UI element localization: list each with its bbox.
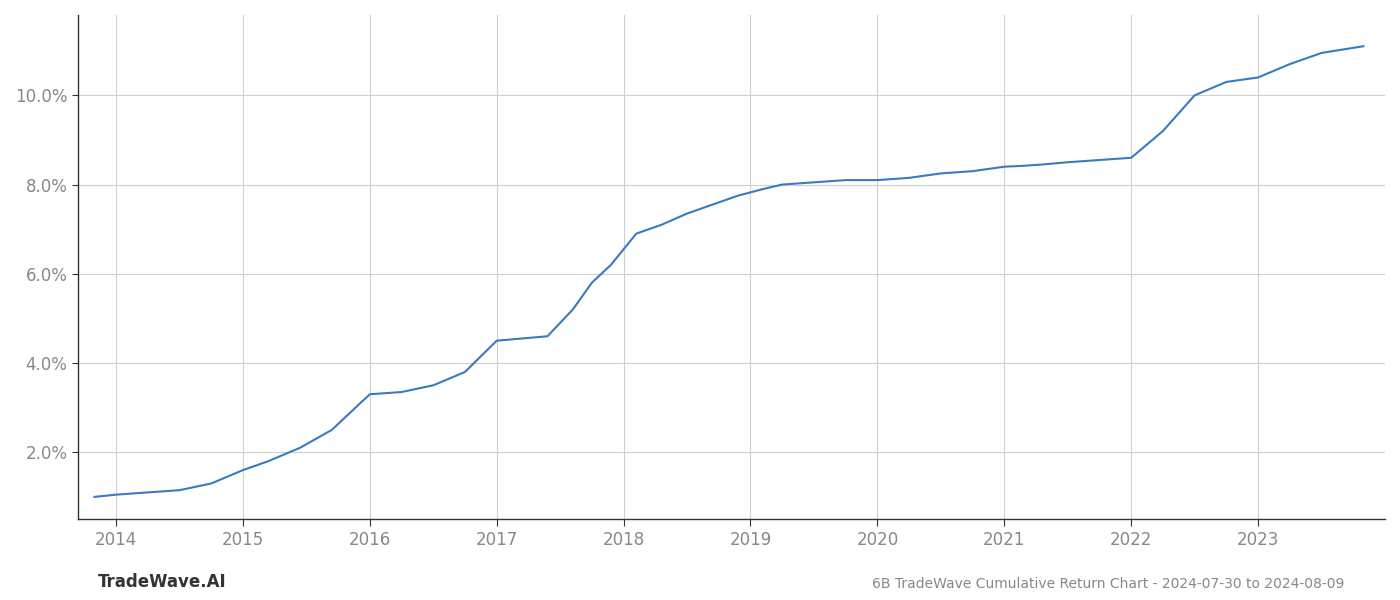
Text: 6B TradeWave Cumulative Return Chart - 2024-07-30 to 2024-08-09: 6B TradeWave Cumulative Return Chart - 2… [872,577,1344,591]
Text: TradeWave.AI: TradeWave.AI [98,573,227,591]
